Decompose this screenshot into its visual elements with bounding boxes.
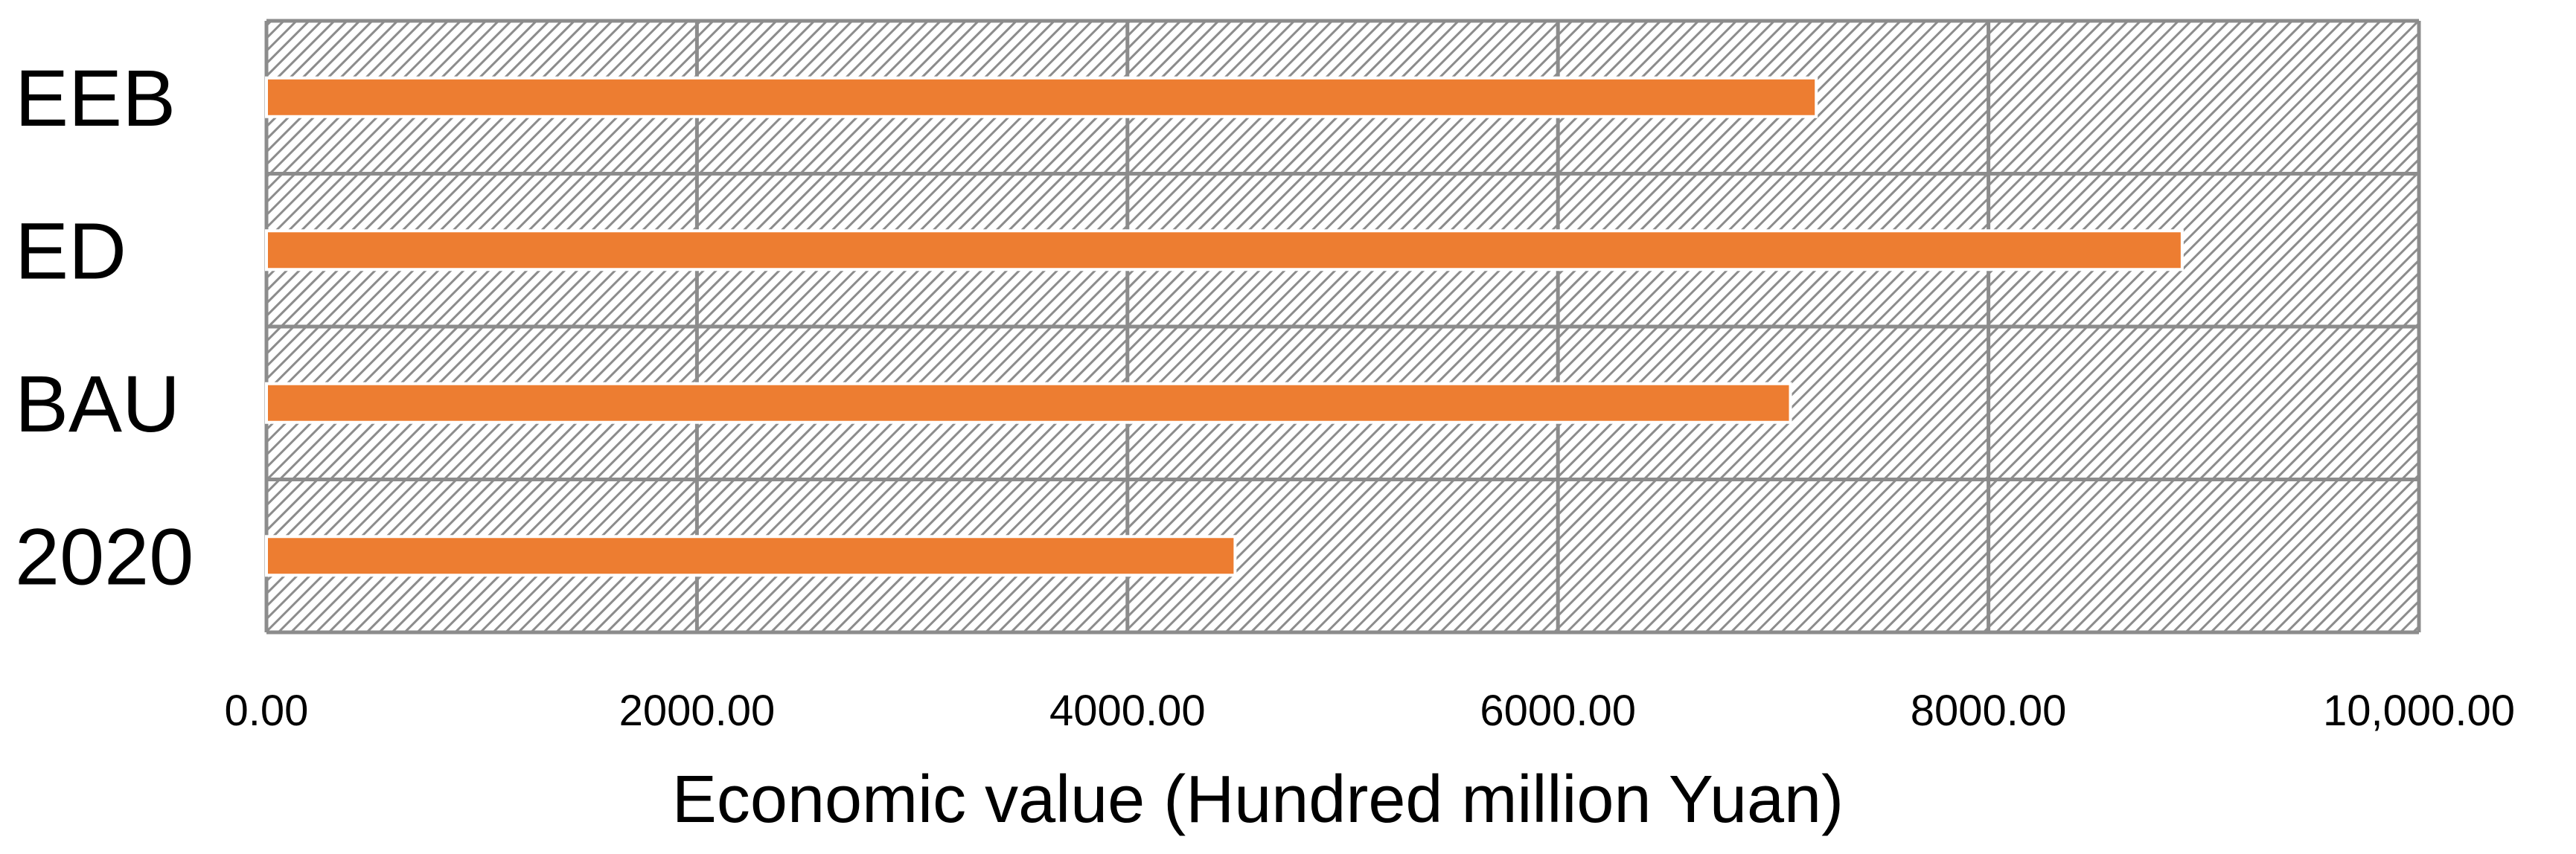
x-tick-label-3: 6000.00	[1480, 687, 1636, 735]
x-tick-label-0: 0.00	[225, 687, 309, 735]
category-label-ed: ED	[15, 205, 127, 295]
category-label-bau: BAU	[15, 359, 180, 449]
bars	[265, 76, 2184, 577]
category-labels: EEB ED BAU 2020	[15, 53, 194, 602]
x-tick-label-1: 2000.00	[619, 687, 776, 735]
bar-ed	[265, 229, 2184, 272]
x-axis-title: Economic value (Hundred million Yuan)	[672, 762, 1844, 837]
bar-eeb	[265, 76, 1818, 118]
x-tick-label-2: 4000.00	[1049, 687, 1206, 735]
gridlines	[264, 19, 2421, 635]
bar-2020	[265, 535, 1237, 577]
x-tick-labels: 0.00 2000.00 4000.00 6000.00 8000.00 10,000.0…	[225, 687, 2515, 735]
category-label-eeb: EEB	[15, 53, 176, 143]
bar-bau	[265, 382, 1792, 424]
x-tick-label-5: 10,000.00	[2323, 687, 2515, 735]
category-label-2020: 2020	[15, 511, 194, 601]
x-tick-label-4: 8000.00	[1911, 687, 2067, 735]
